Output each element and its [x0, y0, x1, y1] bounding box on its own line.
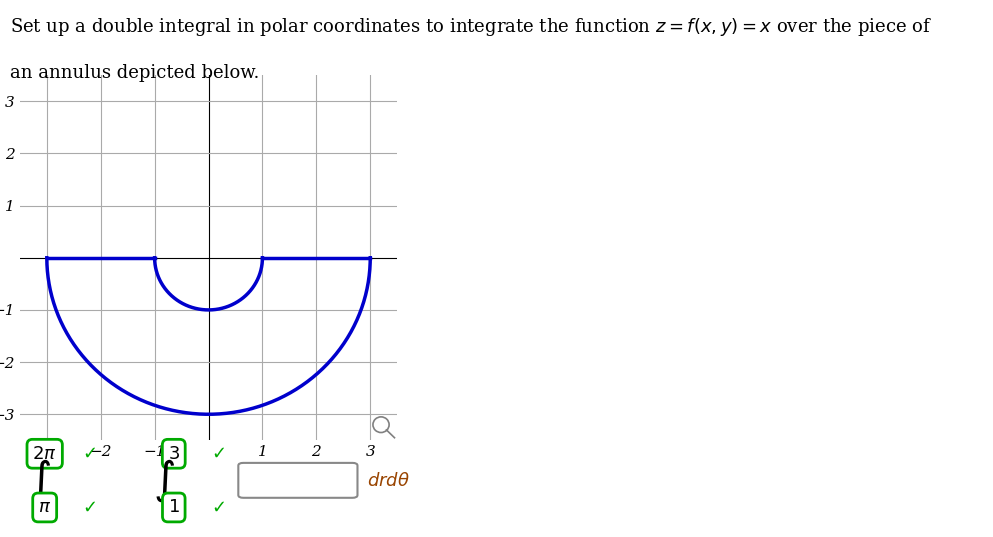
Text: ✓: ✓: [211, 498, 226, 517]
Text: $2\pi$: $2\pi$: [33, 445, 57, 463]
Text: $1$: $1$: [168, 498, 180, 517]
Text: $\pi$: $\pi$: [38, 498, 52, 517]
Text: ✓: ✓: [81, 445, 97, 463]
Text: Set up a double integral in polar coordinates to integrate the function $z = f(x: Set up a double integral in polar coordi…: [10, 16, 932, 38]
Text: ✓: ✓: [211, 445, 226, 463]
Text: $\int$: $\int$: [29, 458, 51, 504]
Text: $\int$: $\int$: [153, 458, 175, 504]
Text: $drd\theta$: $drd\theta$: [367, 471, 410, 490]
Text: an annulus depicted below.: an annulus depicted below.: [10, 64, 259, 83]
Text: ✓: ✓: [81, 498, 97, 517]
Text: $3$: $3$: [168, 445, 180, 463]
